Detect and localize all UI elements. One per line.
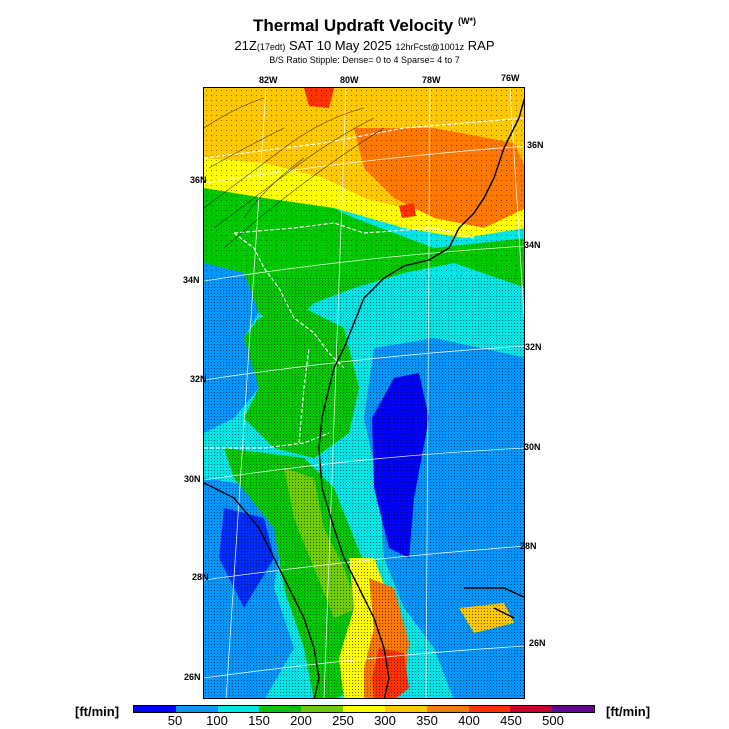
coastline [204,97,524,698]
colorbar-swatch-6 [384,706,427,712]
lon-label-76w: 76W [501,73,520,83]
stipple-note: B/S Ratio Stipple: Dense= 0 to 4 Sparse=… [269,55,460,65]
valid-time: 21Z [234,38,257,53]
model-name: RAP [467,38,495,53]
lat-right-32n: 32N [525,342,542,352]
lat-right-28n: 28N [520,541,537,551]
lat-right-36n: 36N [527,140,544,150]
title-unit: (W*) [458,16,476,26]
colorbar-tick-label: 300 [374,713,396,728]
lat-left-28n: 28N [192,572,209,582]
lon-label-78w: 78W [422,75,441,85]
lon-label-82w: 82W [259,75,278,85]
colorbar-tick-label: 450 [500,713,522,728]
lat-right-26n: 26N [529,638,546,648]
map-svg [204,88,524,698]
lat-left-30n: 30N [184,474,201,484]
colorbar-swatch-5 [343,706,385,712]
colorbar-tick-label: 350 [416,713,438,728]
colorbar-swatch-3 [259,706,302,712]
colorbar-unit-left: [ft/min] [75,704,120,719]
stipple-dense [204,278,524,698]
colorbar-swatch-2 [217,706,260,712]
lat-right-30n: 30N [524,442,541,452]
terrain-contours [204,97,385,249]
lat-right-34n: 34N [524,240,541,250]
colorbar-swatch-1 [175,706,218,712]
colorbar-swatch-9 [510,706,553,712]
colorbar-swatch-7 [426,706,469,712]
forecast-subtitle: 21Z(17edt) SAT 10 May 2025 12hrFcst@1001… [0,38,729,53]
lat-left-32n: 32N [190,374,207,384]
colorbar-swatch-10 [552,706,594,712]
colorbar-swatch-8 [468,706,511,712]
lat-left-36n: 36N [190,175,207,185]
stipple-sparse [204,88,524,278]
colorbar-swatch-4 [301,706,344,712]
colorbar-tick-label: 500 [542,713,564,728]
colorbar-tick-label: 250 [332,713,354,728]
forecast-run: 12hrFcst@1001z [395,42,465,52]
title-text: Thermal Updraft Velocity [252,16,454,35]
lon-label-80w: 80W [340,75,359,85]
lat-left-26n: 26N [184,672,201,682]
chart-title: Thermal Updraft Velocity (W*) [0,16,729,36]
colorbar-tick-label: 50 [167,713,183,728]
colorbar-tick-label: 150 [248,713,270,728]
colorbar-tick-label: 400 [458,713,480,728]
colorbar [133,705,595,713]
lat-left-34n: 34N [183,275,200,285]
forecast-date: SAT 10 May 2025 [289,38,392,53]
valid-local: (17edt) [256,42,286,52]
colorbar-swatch-0 [134,706,176,712]
colorbar-tick-label: 200 [290,713,312,728]
colorbar-unit-right: [ft/min] [606,704,651,719]
colorbar-tick-label: 100 [206,713,228,728]
forecast-map [203,87,525,699]
state-borders [204,117,524,449]
